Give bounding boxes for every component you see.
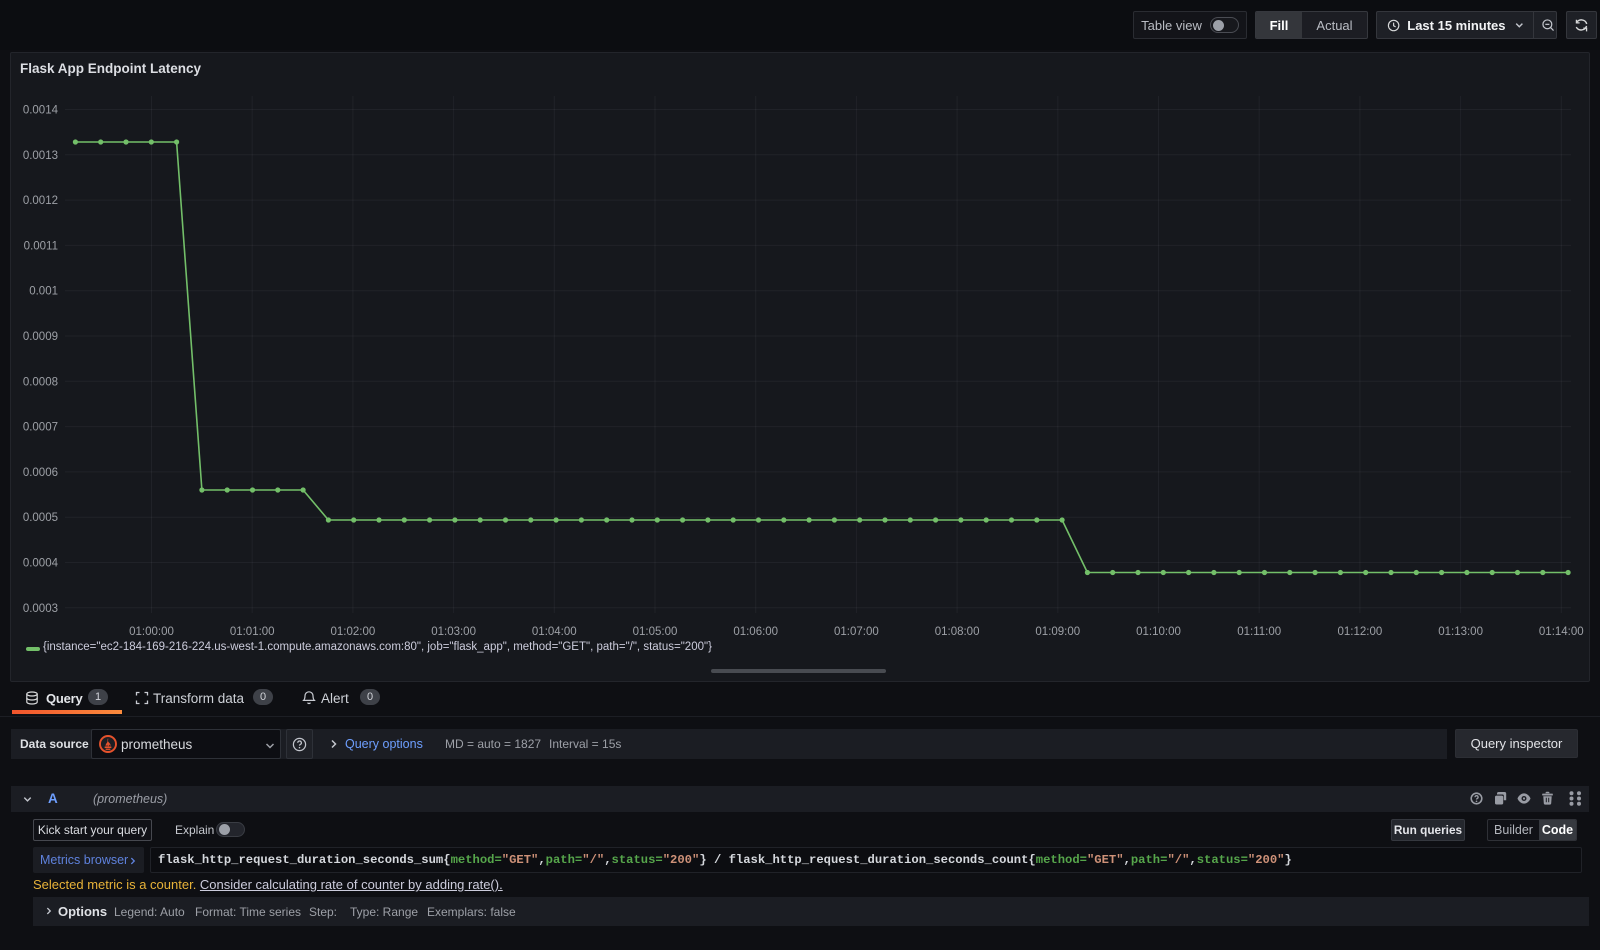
svg-text:01:07:00: 01:07:00 — [834, 626, 879, 638]
svg-text:0.0011: 0.0011 — [24, 240, 58, 252]
svg-text:0.0005: 0.0005 — [23, 512, 58, 524]
svg-text:01:02:00: 01:02:00 — [331, 626, 376, 638]
svg-text:01:11:00: 01:11:00 — [1237, 626, 1281, 638]
svg-text:0.0009: 0.0009 — [23, 331, 58, 343]
svg-text:0.001: 0.001 — [29, 286, 58, 298]
svg-text:0.0008: 0.0008 — [23, 376, 58, 388]
svg-text:01:13:00: 01:13:00 — [1438, 626, 1483, 638]
svg-text:01:14:00: 01:14:00 — [1539, 626, 1584, 638]
svg-text:01:10:00: 01:10:00 — [1136, 626, 1181, 638]
svg-text:01:04:00: 01:04:00 — [532, 626, 577, 638]
svg-text:0.0007: 0.0007 — [23, 422, 58, 434]
svg-text:0.0012: 0.0012 — [23, 195, 58, 207]
svg-text:0.0006: 0.0006 — [23, 467, 58, 479]
svg-text:01:00:00: 01:00:00 — [129, 626, 174, 638]
svg-text:0.0004: 0.0004 — [23, 558, 59, 570]
svg-text:0.0003: 0.0003 — [23, 603, 58, 615]
svg-text:01:01:00: 01:01:00 — [230, 626, 275, 638]
svg-text:01:05:00: 01:05:00 — [633, 626, 678, 638]
svg-text:0.0014: 0.0014 — [23, 105, 59, 117]
svg-text:01:06:00: 01:06:00 — [733, 626, 778, 638]
svg-text:01:12:00: 01:12:00 — [1338, 626, 1383, 638]
svg-text:01:09:00: 01:09:00 — [1035, 626, 1080, 638]
svg-text:01:03:00: 01:03:00 — [431, 626, 476, 638]
svg-text:0.0013: 0.0013 — [23, 150, 58, 162]
svg-text:01:08:00: 01:08:00 — [935, 626, 980, 638]
